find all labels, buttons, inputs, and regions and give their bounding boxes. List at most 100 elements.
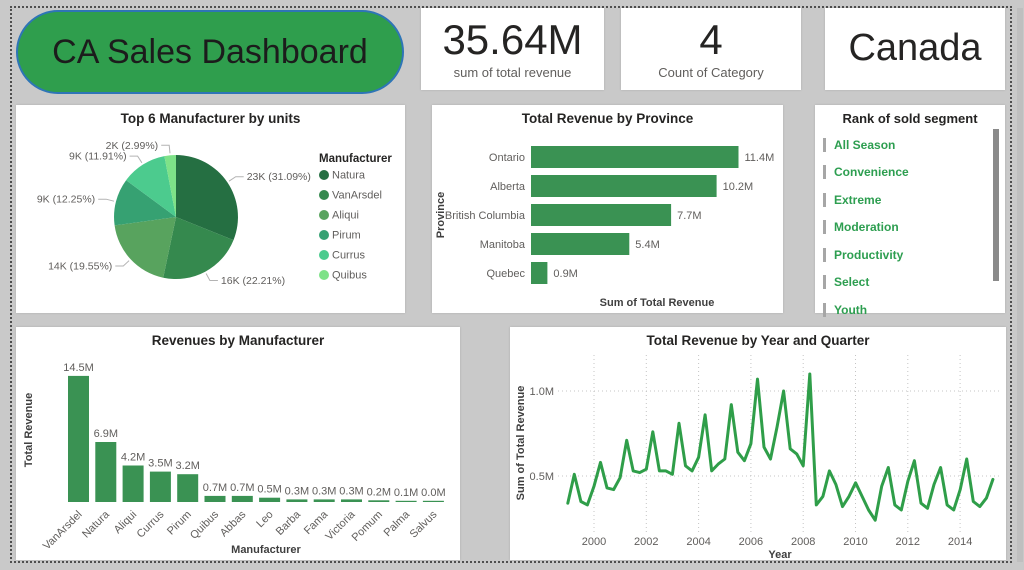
category-label: Natura (80, 508, 112, 540)
segment-item-3[interactable]: Moderation (823, 214, 989, 242)
bar-value-label: 0.9M (553, 268, 577, 280)
dashboard-title-card[interactable]: CA Sales Dashboard (16, 10, 404, 94)
segment-label: All Season (834, 137, 896, 152)
segment-list-scrollbar[interactable] (993, 129, 999, 281)
x-axis-title: Sum of Total Revenue (600, 297, 715, 309)
app-scrollbar[interactable] (1017, 8, 1023, 562)
segment-marker (823, 192, 826, 207)
page-title: CA Sales Dashboard (52, 32, 368, 71)
bar-Natura[interactable] (95, 442, 117, 502)
legend-label[interactable]: Aliqui (332, 210, 359, 222)
category-label: VanArsdel (41, 509, 85, 553)
pie-slice-label: 16K (22.21%) (221, 275, 285, 287)
revenue-line[interactable] (566, 372, 995, 522)
pie-slice-label: 9K (12.25%) (37, 194, 95, 206)
pie-slice-Aliqui[interactable] (114, 217, 176, 278)
pie-slice-VanArsdel[interactable] (163, 217, 234, 280)
pie-slice-Currus[interactable] (126, 156, 176, 217)
line-chart-plot[interactable]: 2000 2002 2004 2006 2008 2010 2012 2014 0.5M 1.0M… (510, 327, 1006, 560)
bar-value-label: 0.2M (367, 486, 391, 498)
bar-Victoria[interactable] (341, 499, 362, 502)
bar-Leo[interactable] (259, 497, 281, 502)
bar-value-label: 4.2M (121, 452, 145, 464)
segment-item-4[interactable]: Productivity (823, 241, 989, 269)
pie-chart-card[interactable]: Top 6 Manufacturer by units 23K (31.09%)… (16, 105, 405, 313)
legend-label[interactable]: Pirum (332, 230, 361, 242)
bar-value-label: 0.3M (312, 485, 336, 497)
bar-value-label: 0.5M (257, 484, 281, 496)
legend-label[interactable]: Currus (332, 250, 366, 262)
bar-Pomum[interactable] (368, 500, 390, 502)
segment-label: Extreme (834, 192, 882, 207)
bar-Ontario[interactable] (531, 146, 739, 168)
manufacturer-bar-plot[interactable]: 14.5MVanArsdel6.9MNatura4.2MAliqui3.5MCu… (16, 327, 460, 560)
pie-slice-Natura[interactable] (176, 155, 238, 241)
bar-Alberta[interactable] (531, 175, 717, 197)
bar-value-label: 11.4M (745, 152, 775, 164)
category-label: Currus (135, 508, 167, 540)
segment-label: Select (834, 275, 870, 290)
x-tick-label: 2002 (634, 536, 658, 548)
bar-Barba[interactable] (286, 499, 308, 502)
x-axis-title: Manufacturer (231, 544, 301, 556)
pie-label-leader (98, 198, 115, 202)
legend-label[interactable]: Natura (332, 170, 366, 182)
bar-Quebec[interactable] (531, 262, 548, 284)
province-bar-chart-card[interactable]: Total Revenue by Province Ontario 11.4M Al… (432, 105, 783, 313)
legend-title: Manufacturer (319, 153, 392, 165)
kpi-category-count-card[interactable]: 4 Count of Category (621, 8, 801, 90)
segment-item-1[interactable]: Convenience (823, 159, 989, 187)
pie-chart-plot[interactable]: 23K (31.09%) 16K (22.21%) 14K (19.55%) 9K (… (16, 105, 405, 313)
x-tick-label: 2006 (739, 536, 763, 548)
category-label: Quibus (188, 508, 221, 541)
x-tick-label: 2012 (896, 536, 920, 548)
y-axis-title: Province (435, 192, 447, 238)
legend-label[interactable]: Quibus (332, 270, 367, 282)
segment-marker (823, 247, 826, 262)
bar-value-label: 0.1M (394, 487, 418, 499)
legend-label[interactable]: VanArsdel (332, 190, 382, 202)
bar-Palma[interactable] (395, 500, 417, 502)
bar-VanArsdel[interactable] (68, 375, 89, 502)
segment-rank-card[interactable]: Rank of sold segment All Season Convenien… (815, 105, 1005, 317)
x-axis-title: Year (768, 549, 792, 560)
legend-dot (319, 170, 329, 180)
province-chart-title: Total Revenue by Province (521, 111, 694, 126)
category-label: British Columbia (445, 210, 526, 222)
y-tick-label: 1.0M (530, 386, 554, 398)
kpi-country-card[interactable]: Canada (825, 8, 1005, 90)
bar-value-label: 0.0M (421, 487, 445, 499)
bar-Salvus[interactable] (422, 500, 444, 502)
bar-Manitoba[interactable] (531, 233, 630, 255)
bar-Aliqui[interactable] (122, 465, 144, 503)
segment-marker (823, 137, 826, 152)
bar-Currus[interactable] (149, 471, 171, 502)
bar-value-label: 6.9M (94, 428, 118, 440)
segment-item-5[interactable]: Select (823, 269, 989, 297)
line-chart-title: Total Revenue by Year and Quarter (646, 333, 870, 348)
bar-British Columbia[interactable] (531, 204, 672, 226)
segment-marker (823, 220, 826, 235)
category-label: Leo (254, 509, 275, 530)
category-label: Palma (382, 508, 413, 539)
line-chart-card[interactable]: Total Revenue by Year and Quarter 2000 20… (510, 327, 1006, 560)
bar-Pirum[interactable] (177, 474, 199, 502)
province-bar-plot[interactable]: Ontario 11.4M Alberta 10.2M British Columbia… (432, 105, 783, 313)
segment-item-0[interactable]: All Season (823, 131, 989, 159)
bar-Quibus[interactable] (204, 495, 226, 502)
segment-item-2[interactable]: Extreme (823, 186, 989, 214)
category-label: Salvus (408, 508, 440, 540)
legend-dot (319, 230, 329, 240)
pie-slice-Quibus[interactable] (164, 155, 176, 217)
bar-value-label: 3.2M (175, 460, 199, 472)
segment-label: Convenience (834, 165, 909, 180)
manufacturer-bar-chart-card[interactable]: Revenues by Manufacturer 14.5M VanArsdel 6… (16, 327, 460, 560)
y-axis-title: Sum of Total Revenue (515, 386, 527, 501)
x-tick-label: 2008 (791, 536, 815, 548)
segment-item-6[interactable]: Youth (823, 296, 989, 324)
bar-value-label: 0.7M (230, 482, 254, 494)
pie-slice-Pirum[interactable] (114, 180, 176, 226)
bar-Abbas[interactable] (231, 495, 253, 502)
kpi-total-revenue-card[interactable]: 35.64M sum of total revenue (421, 8, 604, 90)
bar-Fama[interactable] (313, 499, 335, 502)
